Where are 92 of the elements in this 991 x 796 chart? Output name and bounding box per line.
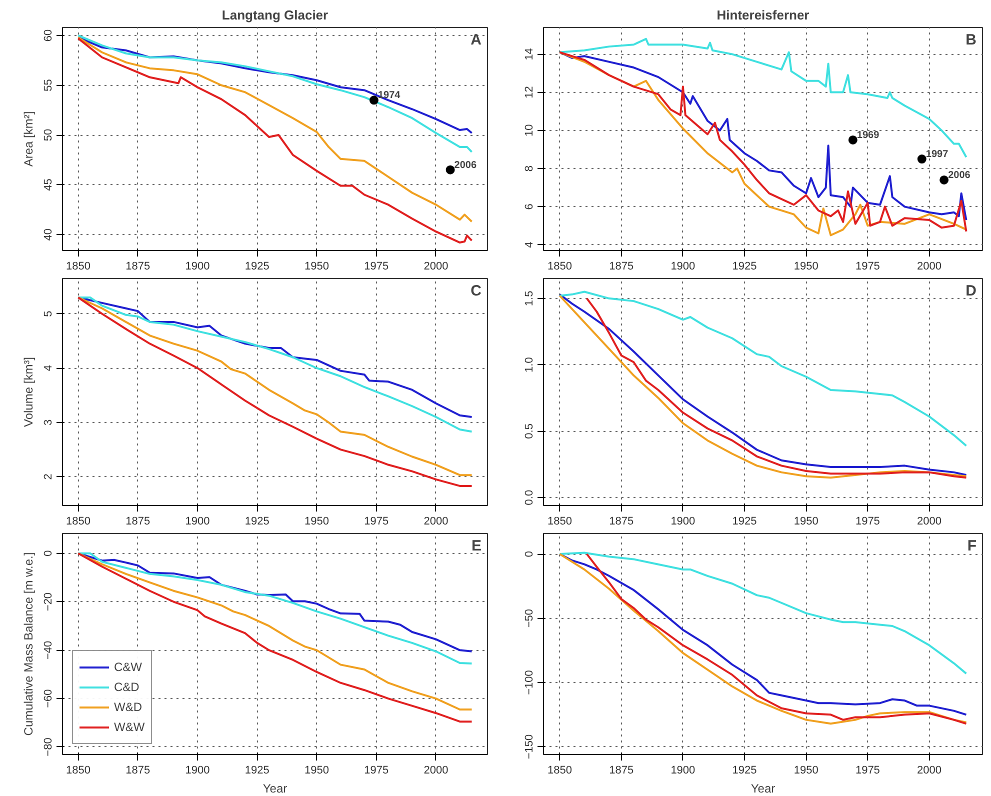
y-axis-title: Area [km²] xyxy=(22,111,36,167)
y-tick-label: 0 xyxy=(42,550,54,556)
y-tick-label: 4 xyxy=(524,242,536,248)
x-tick-label: 1900 xyxy=(185,764,210,776)
y-tick-label: 8 xyxy=(524,165,536,172)
y-tick-label: 45 xyxy=(42,178,54,191)
x-tick-label: 2000 xyxy=(424,260,448,272)
x-tick-label: 1850 xyxy=(66,516,90,528)
y-tick-label: 3 xyxy=(42,419,54,426)
x-tick-label: 1875 xyxy=(609,516,634,528)
annotation: 2006 xyxy=(948,170,971,181)
x-tick-label: 2000 xyxy=(424,764,448,776)
x-tick-label: 1900 xyxy=(185,516,210,528)
x-tick-label: 1950 xyxy=(304,516,329,528)
x-axis-title: Year xyxy=(262,782,288,796)
x-tick-label: 1925 xyxy=(244,260,270,272)
x-tick-label: 1975 xyxy=(364,764,389,776)
x-tick-label: 1975 xyxy=(364,260,389,272)
annotation: A xyxy=(470,32,482,48)
x-axis-title: Year xyxy=(750,782,776,796)
x-tick-label: 1900 xyxy=(670,764,696,776)
x-tick-label: 1950 xyxy=(794,516,818,528)
y-tick-label: 1.0 xyxy=(524,357,536,372)
y-tick-label: 1.5 xyxy=(524,290,536,306)
y-tick-label: −80 xyxy=(42,738,54,756)
y-axis-title: Volume [km³] xyxy=(22,356,36,428)
y-tick-label: 6 xyxy=(524,204,536,210)
y-tick-label: 0.0 xyxy=(524,490,536,506)
y-tick-label: 60 xyxy=(42,29,54,42)
y-tick-label: 40 xyxy=(42,228,54,241)
x-tick-label: 1900 xyxy=(670,260,696,272)
x-tick-label: 1975 xyxy=(855,260,880,272)
y-tick-label: 55 xyxy=(42,79,54,92)
x-tick-label: 1950 xyxy=(304,260,329,272)
x-tick-label: 1900 xyxy=(670,516,696,528)
x-tick-label: 1950 xyxy=(304,764,329,776)
annotation: B xyxy=(966,32,977,48)
x-tick-label: 1925 xyxy=(732,260,757,272)
x-tick-label: 1925 xyxy=(732,516,757,528)
y-tick-label: −50 xyxy=(524,608,536,628)
y-tick-label: −20 xyxy=(42,592,54,612)
x-tick-label: 2000 xyxy=(424,516,448,528)
y-tick-label: 5 xyxy=(42,310,54,317)
x-tick-label: 1925 xyxy=(244,764,270,776)
x-tick-label: 1850 xyxy=(548,516,572,528)
annotation: F xyxy=(967,538,977,554)
y-tick-label: −40 xyxy=(42,640,54,660)
x-tick-label: 1875 xyxy=(126,260,150,272)
y-tick-label: 0 xyxy=(524,550,536,558)
annotation: 1974 xyxy=(378,90,401,102)
x-tick-label: 1850 xyxy=(548,260,572,272)
annotation: C xyxy=(470,282,482,300)
y-tick-label: 12 xyxy=(524,86,536,98)
x-tick-label: 1850 xyxy=(66,260,90,272)
legend-label: C&D xyxy=(114,680,140,694)
y-tick-label: −60 xyxy=(42,689,54,708)
legend-label: C&W xyxy=(114,660,142,674)
y-tick-label: 50 xyxy=(42,128,54,142)
x-tick-label: 1925 xyxy=(732,764,757,776)
x-tick-label: 2000 xyxy=(917,764,942,776)
y-tick-label: 4 xyxy=(42,365,54,372)
x-tick-label: 1850 xyxy=(548,764,572,776)
x-tick-label: 1975 xyxy=(855,516,880,528)
y-tick-label: 0.5 xyxy=(524,424,536,439)
x-tick-label: 1875 xyxy=(609,764,634,776)
x-tick-label: 1975 xyxy=(364,516,389,528)
x-tick-label: 1875 xyxy=(126,516,150,528)
x-tick-label: 1875 xyxy=(609,260,634,272)
annotation: E xyxy=(471,538,482,554)
annotation: 1969 xyxy=(856,130,880,141)
legend-label: W&W xyxy=(114,720,145,734)
y-tick-label: 2 xyxy=(42,474,54,480)
x-tick-label: 1950 xyxy=(794,260,818,272)
chart-title: Hintereisferner xyxy=(716,8,810,22)
legend-label: W&D xyxy=(114,700,142,714)
x-tick-label: 1925 xyxy=(244,516,270,528)
annotation: 1997 xyxy=(926,149,949,160)
x-tick-label: 2000 xyxy=(917,516,942,528)
x-tick-label: 2000 xyxy=(917,260,942,272)
annotation: 2006 xyxy=(454,160,477,171)
y-axis-title: Cumulative Mass Balance [m w.e.] xyxy=(22,552,36,736)
x-tick-label: 1900 xyxy=(185,260,210,272)
x-tick-label: 1975 xyxy=(855,764,880,776)
y-tick-label: −100 xyxy=(524,670,536,695)
x-tick-label: 1950 xyxy=(794,764,818,776)
x-tick-label: 1875 xyxy=(126,764,150,776)
y-tick-label: 14 xyxy=(524,48,536,60)
chart-title: Langtang Glacier xyxy=(222,8,328,22)
y-tick-label: −150 xyxy=(524,734,536,760)
y-tick-label: 10 xyxy=(524,124,536,137)
annotation: D xyxy=(966,282,977,300)
x-tick-label: 1850 xyxy=(66,764,90,776)
